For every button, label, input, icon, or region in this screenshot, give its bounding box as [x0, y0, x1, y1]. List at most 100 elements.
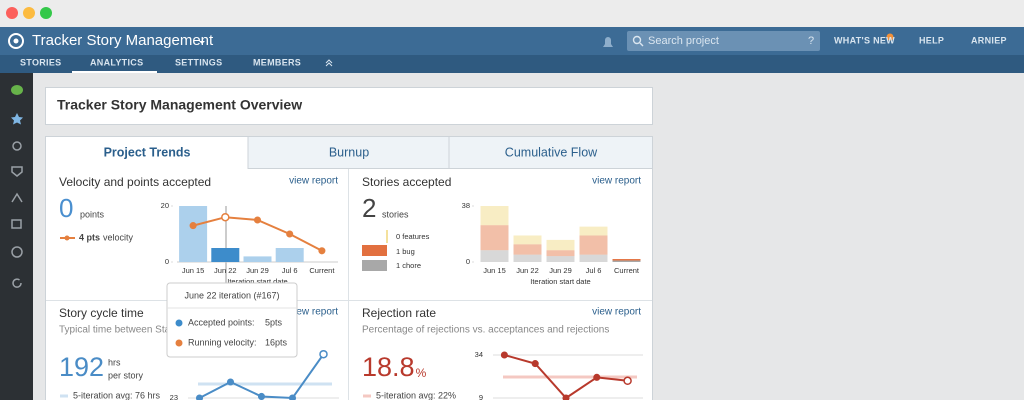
window-titlebar — [0, 0, 1024, 27]
big-number-unit: % — [416, 366, 427, 380]
y-tick-label: 9 — [479, 393, 483, 400]
inactive-tabs-bg — [248, 137, 652, 169]
tooltip-dot — [175, 319, 183, 327]
sidebar-refresh-icon[interactable] — [12, 278, 22, 288]
y-tick-label: 0 — [466, 257, 470, 266]
data-point — [257, 392, 266, 400]
data-point — [500, 351, 508, 359]
sidebar-timer-icon[interactable] — [11, 246, 23, 258]
header-menu-item[interactable]: HELP — [919, 35, 944, 45]
collapse-icon[interactable] — [325, 59, 333, 67]
data-point — [531, 360, 539, 368]
x-tick-label: Jul 6 — [282, 266, 298, 275]
legend-swatch — [362, 245, 387, 256]
panel-title: Rejection rate — [362, 306, 436, 320]
sidebar-star-icon[interactable] — [11, 113, 23, 125]
average-label: 5-iteration avg: 22% — [376, 390, 456, 400]
sidebar — [0, 73, 33, 400]
project-caret[interactable] — [199, 41, 205, 44]
overview-box — [45, 87, 653, 125]
bar — [179, 206, 208, 262]
logo[interactable] — [8, 33, 24, 49]
nav-tab[interactable]: SETTINGS — [175, 57, 222, 67]
legend-label: 1 chore — [396, 261, 421, 270]
logo-dot — [13, 38, 19, 44]
tab[interactable]: Cumulative Flow — [505, 145, 598, 159]
tab[interactable]: Burnup — [329, 145, 369, 159]
average-label: 5-iteration avg: 76 hrs — [73, 390, 161, 400]
sidebar-chat-icon[interactable] — [11, 85, 23, 95]
tooltip-value: 16pts — [265, 337, 288, 347]
active-tab-underline — [72, 71, 157, 73]
y-tick-label: 38 — [462, 201, 470, 210]
bar — [243, 256, 272, 262]
bar-segment — [579, 226, 608, 236]
data-point — [189, 222, 197, 230]
panel-subtitle: Percentage of rejections vs. acceptances… — [362, 325, 609, 336]
nav-tab[interactable]: MEMBERS — [253, 57, 301, 67]
data-point — [221, 212, 230, 222]
data-point — [253, 216, 262, 224]
x-tick-label: Jun 22 — [516, 266, 539, 275]
bar-segment — [579, 235, 608, 255]
bar-segment — [480, 250, 509, 262]
y-tick-label: 20 — [161, 201, 169, 210]
notifications-bell[interactable] — [603, 37, 613, 47]
sidebar-icon[interactable] — [12, 141, 22, 151]
bar-segment — [513, 254, 542, 262]
tooltip-dot — [175, 339, 183, 347]
bar-segment — [612, 259, 641, 261]
x-tick-label: Jun 29 — [549, 266, 572, 275]
header-menu-item[interactable]: WHAT'S NEW — [834, 35, 895, 45]
legend-label: 1 bug — [396, 247, 415, 256]
data-point — [226, 378, 235, 386]
view-report-link[interactable]: view report — [592, 176, 641, 187]
search-icon — [632, 35, 642, 45]
big-number: 0 — [59, 193, 73, 223]
big-number-unit: stories — [382, 209, 409, 219]
overview-title: Tracker Story Management Overview — [57, 97, 302, 113]
zoom-button[interactable] — [40, 7, 52, 19]
nav-tab[interactable]: STORIES — [20, 57, 61, 67]
sidebar-icon[interactable] — [11, 192, 23, 203]
project-name[interactable]: Tracker Story Management — [32, 32, 214, 49]
close-button[interactable] — [6, 7, 18, 19]
view-report-link[interactable]: view report — [289, 176, 338, 187]
legend-swatch — [362, 260, 387, 271]
tooltip-box — [166, 282, 298, 358]
view-report-link[interactable]: view report — [289, 307, 338, 318]
x-tick-label: Current — [614, 266, 640, 275]
big-number-unit: points — [80, 209, 105, 219]
velocity-legend: 4 pts — [79, 232, 100, 242]
search-placeholder[interactable]: Search project — [648, 35, 719, 47]
legend-label: 0 features — [396, 232, 430, 241]
nav-tab[interactable]: ANALYTICS — [90, 57, 143, 67]
sidebar-shield-icon[interactable] — [11, 166, 23, 177]
tab[interactable]: Project Trends — [104, 145, 191, 159]
data-point — [623, 376, 632, 386]
panel-title: Story cycle time — [59, 306, 144, 320]
header-menu-item[interactable]: ARNIEP — [971, 35, 1007, 45]
x-tick-label: Jul 6 — [586, 266, 602, 275]
minimize-button[interactable] — [23, 7, 35, 19]
y-tick-label: 34 — [475, 350, 483, 359]
bar — [275, 248, 304, 262]
tooltip-label: Accepted points: — [188, 317, 255, 327]
search-box[interactable] — [627, 31, 820, 51]
bar-segment — [546, 239, 575, 251]
x-tick-label: Jun 15 — [483, 266, 506, 275]
view-report-link[interactable]: view report — [592, 307, 641, 318]
data-point — [195, 394, 204, 400]
tooltip-title: June 22 iteration (#167) — [184, 290, 279, 300]
y-tick-label: 0 — [165, 257, 169, 266]
x-tick-label: Jun 15 — [182, 266, 205, 275]
search-help[interactable]: ? — [808, 35, 814, 47]
x-axis-label: Iteration start date — [227, 277, 287, 286]
panel-title: Stories accepted — [362, 175, 451, 189]
data-point — [286, 230, 294, 238]
data-point — [288, 394, 297, 400]
notification-dot — [886, 33, 894, 41]
data-point — [318, 247, 326, 255]
sidebar-copy-icon[interactable] — [11, 219, 22, 229]
